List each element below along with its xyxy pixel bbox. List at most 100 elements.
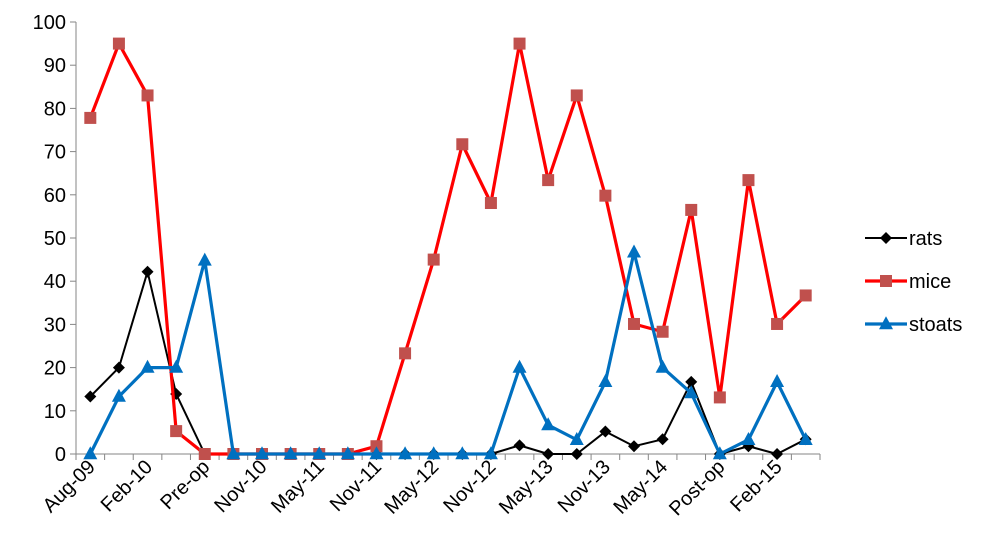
x-tick-label: Post-op — [665, 456, 729, 520]
data-point-mice — [713, 391, 726, 404]
data-point-mice — [656, 325, 669, 338]
data-point-rats — [542, 448, 555, 460]
data-point-stoats — [226, 446, 241, 460]
data-point-stoats — [312, 446, 327, 460]
y-tick-label: 80 — [44, 98, 66, 120]
legend-item-rats: rats — [865, 228, 942, 250]
x-tick-label: Nov-10 — [210, 456, 271, 517]
data-point-mice — [799, 289, 812, 302]
data-point-mice — [685, 203, 698, 216]
data-point-mice — [427, 253, 440, 266]
chart-series — [83, 37, 813, 460]
data-point-mice — [742, 174, 755, 187]
legend-label: rats — [909, 228, 942, 250]
data-point-rats — [513, 439, 526, 452]
data-point-rats — [771, 448, 784, 460]
data-point-stoats — [340, 446, 355, 460]
x-tick-label: Feb-10 — [97, 456, 157, 516]
data-point-rats — [570, 448, 583, 460]
data-point-mice — [570, 89, 583, 102]
series-mice — [84, 37, 812, 460]
data-point-stoats — [569, 431, 584, 445]
data-point-rats — [656, 433, 669, 446]
data-point-mice — [112, 37, 125, 50]
y-tick-label: 40 — [44, 271, 66, 293]
data-point-stoats — [369, 446, 384, 460]
data-point-rats — [112, 361, 125, 374]
y-tick-label: 10 — [44, 401, 66, 423]
y-tick-label: 70 — [44, 142, 66, 164]
data-point-stoats — [770, 374, 785, 388]
data-point-mice — [141, 89, 154, 102]
data-point-stoats — [169, 359, 184, 373]
x-tick-label: Nov-12 — [439, 456, 500, 517]
x-tick-label: May-13 — [495, 456, 558, 519]
data-point-mice — [599, 189, 612, 202]
data-point-mice — [542, 174, 555, 187]
data-point-rats — [141, 265, 154, 278]
data-point-stoats — [426, 446, 441, 460]
y-tick-label: 30 — [44, 314, 66, 336]
x-tick-label: May-11 — [267, 456, 329, 518]
chart-axes — [75, 22, 820, 455]
y-axis-ticks: 0 10 20 30 40 50 60 70 80 90 100 — [33, 12, 76, 466]
y-tick-label: 50 — [44, 228, 66, 250]
x-tick-label: Feb-15 — [726, 456, 786, 516]
data-point-mice — [456, 138, 469, 151]
data-point-stoats — [140, 359, 155, 373]
data-point-stoats — [197, 252, 212, 266]
data-point-stoats — [483, 446, 498, 460]
x-tick-label: Nov-11 — [326, 456, 386, 516]
series-stoats — [83, 244, 813, 460]
data-point-stoats — [541, 417, 556, 431]
x-tick-label: Nov-13 — [554, 456, 615, 517]
legend-item-mice: mice — [865, 271, 951, 293]
data-point-stoats — [712, 446, 727, 460]
data-point-mice — [771, 317, 784, 330]
data-point-mice — [198, 448, 211, 460]
legend-marker — [879, 316, 893, 330]
legend-label: mice — [909, 271, 951, 293]
series-line-rats — [89, 270, 807, 455]
legend-marker — [880, 275, 892, 287]
data-point-mice — [84, 111, 97, 124]
data-point-stoats — [741, 431, 756, 445]
chart-legend: rats mice stoats — [865, 228, 962, 336]
data-point-stoats — [111, 388, 126, 402]
data-point-stoats — [398, 446, 413, 460]
x-tick-label: Pre-op — [156, 456, 214, 514]
legend-item-stoats: stoats — [865, 314, 962, 336]
x-tick-label: May-12 — [381, 456, 444, 519]
data-point-stoats — [684, 385, 699, 399]
legend-marker — [880, 232, 892, 244]
y-tick-label: 90 — [44, 55, 66, 77]
x-tick-label: Aug-09 — [39, 456, 100, 517]
data-point-stoats — [627, 244, 641, 258]
data-point-stoats — [512, 359, 527, 373]
x-tick-label: May-14 — [609, 456, 672, 519]
series-line-mice — [88, 41, 807, 456]
data-point-rats — [628, 440, 640, 453]
data-point-mice — [170, 425, 183, 438]
data-point-rats — [84, 390, 97, 403]
data-point-stoats — [655, 359, 670, 373]
y-tick-label: 60 — [44, 185, 66, 207]
data-point-stoats — [255, 446, 269, 460]
data-point-mice — [513, 37, 526, 50]
data-point-rats — [599, 425, 612, 438]
data-point-mice — [628, 317, 640, 330]
y-tick-label: 0 — [55, 444, 66, 466]
data-point-stoats — [798, 431, 813, 445]
data-point-stoats — [83, 446, 98, 460]
data-point-rats — [685, 375, 698, 388]
y-tick-label: 100 — [33, 12, 66, 34]
data-point-mice — [484, 197, 497, 210]
y-tick-label: 20 — [44, 358, 66, 380]
data-point-stoats — [598, 374, 613, 388]
data-point-stoats — [283, 446, 298, 460]
series-line-stoats — [88, 250, 808, 456]
data-point-mice — [399, 347, 412, 360]
data-point-stoats — [455, 446, 470, 460]
